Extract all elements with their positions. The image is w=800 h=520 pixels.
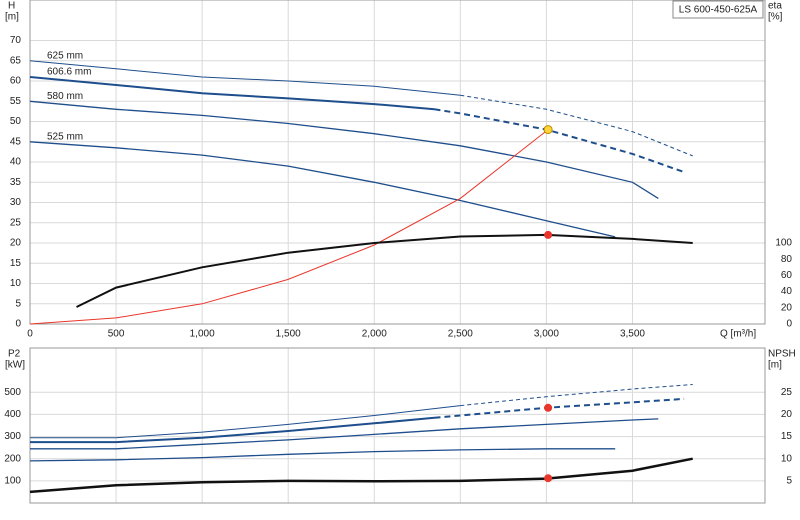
y2-tick-label: 40 [781, 286, 793, 297]
y-tick-label: 200 [4, 453, 21, 464]
y2-tick-label: 25 [781, 387, 793, 398]
y2-axis-unit: [m] [768, 360, 782, 371]
x-tick-label: 2,000 [362, 329, 387, 340]
curve-label: 580 mm [47, 91, 83, 102]
curve [29, 76, 435, 111]
duty-point [544, 403, 553, 412]
duty-point [544, 474, 553, 483]
y-tick-label: 50 [10, 116, 22, 127]
y-tick-label: 5 [15, 298, 21, 309]
y-tick-label: 30 [10, 197, 22, 208]
duty-point [543, 125, 553, 135]
curve [29, 448, 616, 462]
y2-tick-label: 10 [781, 453, 793, 464]
title-box [672, 0, 764, 19]
plots: 0510152025303540455055606570020406080100… [4, 0, 796, 504]
curve-label: 625 mm [47, 50, 83, 61]
y2-axis-label: NPSH [768, 349, 796, 360]
y2-tick-label: 20 [781, 302, 793, 313]
y-axis-unit: [kW] [5, 360, 25, 371]
y2-tick-label: 15 [781, 431, 793, 442]
plot-frame [29, 347, 766, 504]
y-tick-label: 400 [4, 409, 21, 420]
duty-point [544, 230, 553, 239]
y-tick-label: 35 [10, 177, 22, 188]
curve-label: 606.6 mm [47, 67, 91, 78]
x-tick-label: 0 [27, 329, 33, 340]
x-tick-label: 1,500 [276, 329, 301, 340]
y2-tick-label: 20 [781, 409, 793, 420]
y-tick-label: 70 [10, 35, 22, 46]
y-axis-unit: [m] [5, 12, 19, 23]
curve [29, 141, 616, 238]
chart-title: LS 600-450-625A [679, 5, 758, 16]
y2-tick-label: 0 [786, 319, 792, 330]
y-tick-label: 10 [10, 278, 22, 289]
y-tick-label: 20 [10, 238, 22, 249]
curve [30, 418, 659, 450]
curve [460, 384, 693, 407]
x-tick-label: 3,500 [620, 329, 645, 340]
y-tick-label: 500 [4, 387, 21, 398]
y2-tick-label: 60 [781, 270, 793, 281]
x-tick-label: 2,500 [448, 329, 473, 340]
y-tick-label: 65 [10, 55, 22, 66]
y-tick-label: 0 [15, 319, 21, 330]
y2-tick-label: 80 [781, 254, 793, 265]
y-tick-label: 15 [10, 258, 22, 269]
x-tick-label: 3,000 [534, 329, 559, 340]
y2-tick-label: 5 [786, 475, 792, 486]
curve-label: 525 mm [47, 131, 83, 142]
y-tick-label: 40 [10, 157, 22, 168]
plot-frame [29, 0, 766, 325]
y-tick-label: 25 [10, 217, 22, 228]
x-tick-label: 1,000 [190, 329, 215, 340]
curve [29, 129, 549, 325]
y-axis-label: H [8, 1, 15, 12]
y-tick-label: 45 [10, 136, 22, 147]
curve [30, 416, 435, 444]
curve [30, 405, 461, 439]
curve [29, 60, 461, 96]
y-tick-label: 55 [10, 96, 22, 107]
y2-tick-label: 100 [775, 238, 792, 249]
y-tick-label: 100 [4, 475, 21, 486]
curve [29, 100, 659, 199]
curve [460, 94, 693, 157]
x-tick-label: 500 [108, 329, 125, 340]
y-axis-label: P2 [8, 349, 21, 360]
y2-axis-unit: [%] [768, 12, 783, 23]
y2-axis-label: eta [768, 1, 782, 12]
curve [76, 233, 693, 308]
y-tick-label: 300 [4, 431, 21, 442]
curve [29, 457, 693, 494]
y-tick-label: 60 [10, 76, 22, 87]
x-axis-label: Q [m³/h] [720, 329, 756, 340]
